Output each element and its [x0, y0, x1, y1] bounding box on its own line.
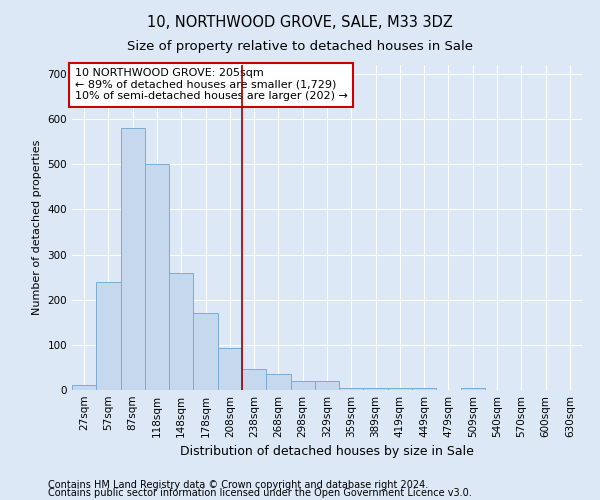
Bar	[121, 128, 145, 390]
Bar	[242, 369, 266, 390]
Bar	[266, 374, 290, 390]
Bar	[290, 381, 315, 390]
Bar	[364, 388, 388, 390]
Bar	[169, 272, 193, 390]
Text: Size of property relative to detached houses in Sale: Size of property relative to detached ho…	[127, 40, 473, 53]
Text: Contains public sector information licensed under the Open Government Licence v3: Contains public sector information licen…	[48, 488, 472, 498]
Bar	[72, 386, 96, 390]
Text: 10, NORTHWOOD GROVE, SALE, M33 3DZ: 10, NORTHWOOD GROVE, SALE, M33 3DZ	[147, 15, 453, 30]
Bar	[339, 388, 364, 390]
X-axis label: Distribution of detached houses by size in Sale: Distribution of detached houses by size …	[180, 446, 474, 458]
Text: Contains HM Land Registry data © Crown copyright and database right 2024.: Contains HM Land Registry data © Crown c…	[48, 480, 428, 490]
Bar	[96, 282, 121, 390]
Bar	[461, 388, 485, 390]
Y-axis label: Number of detached properties: Number of detached properties	[32, 140, 42, 315]
Text: 10 NORTHWOOD GROVE: 205sqm
← 89% of detached houses are smaller (1,729)
10% of s: 10 NORTHWOOD GROVE: 205sqm ← 89% of deta…	[74, 68, 347, 102]
Bar	[218, 348, 242, 390]
Bar	[315, 381, 339, 390]
Bar	[145, 164, 169, 390]
Bar	[193, 314, 218, 390]
Bar	[412, 388, 436, 390]
Bar	[388, 388, 412, 390]
